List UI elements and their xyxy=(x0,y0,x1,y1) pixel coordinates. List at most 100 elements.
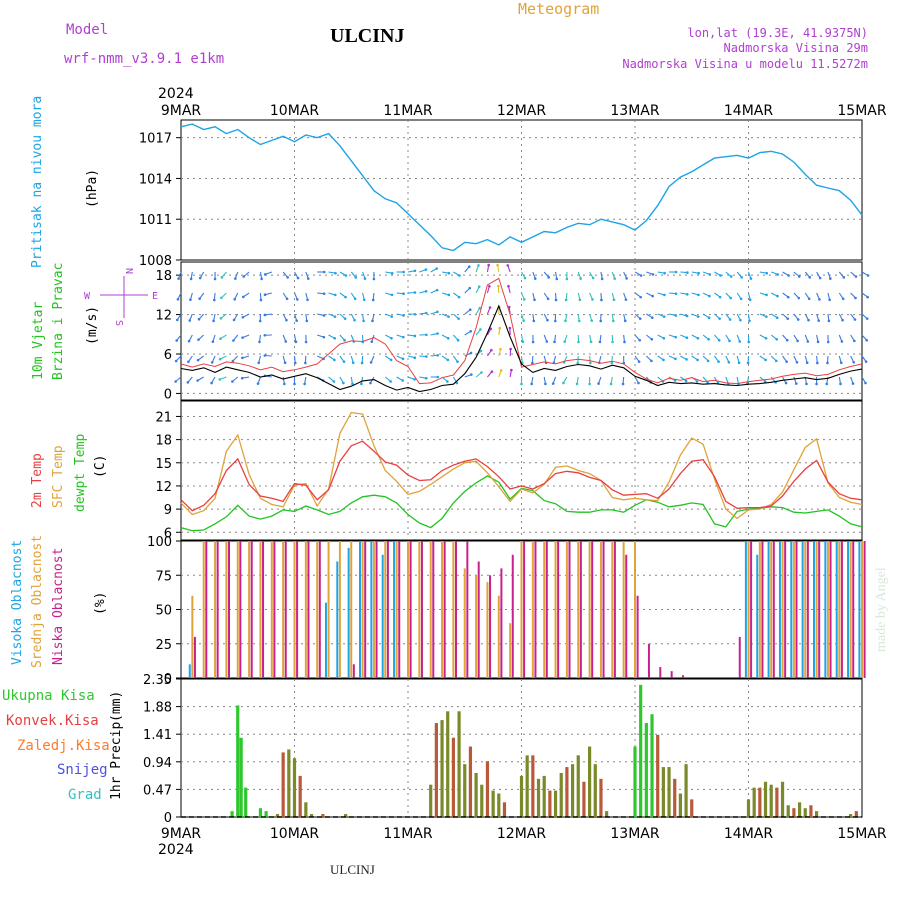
wind-arrow-head xyxy=(765,293,768,297)
wind-arrow-head xyxy=(748,298,752,302)
wind-arrow-head xyxy=(436,310,439,314)
wind-arrow-head xyxy=(389,380,392,383)
y-tick-label: 6 xyxy=(164,526,172,541)
wind-arrow-head xyxy=(360,361,364,365)
wind-arrow-head xyxy=(718,317,721,320)
wind-arrow-head xyxy=(784,381,788,385)
wind-arrow-head xyxy=(259,298,263,302)
wind-arrow-head xyxy=(577,319,581,323)
wind-arrow-head xyxy=(362,319,365,323)
wind-arrow-head xyxy=(333,336,337,340)
wind-ylabel-2: Brzina i Pravac xyxy=(51,263,66,380)
wind-arrow-head xyxy=(424,376,428,380)
wind-arrow-head xyxy=(621,382,625,386)
wind-arrow-head xyxy=(765,315,768,318)
wind-arrow-head xyxy=(578,298,582,302)
y-tick-label: 9 xyxy=(164,503,172,518)
wind-arrow-head xyxy=(564,298,568,302)
precip-bar xyxy=(775,787,779,817)
wind-arrow-head xyxy=(697,271,700,275)
precip-bar xyxy=(429,784,433,817)
precip-bar xyxy=(321,814,325,817)
legend-frozen-rain: Zaledj.Kisa xyxy=(17,738,110,754)
wind-arrow-head xyxy=(609,382,613,386)
precip-bar xyxy=(239,737,243,817)
top-time-axis: 9MAR 10MAR 11MAR 12MAR 13MAR 14MAR 15MAR xyxy=(161,103,887,119)
wind-arrow-head xyxy=(639,295,642,299)
compass-n: N xyxy=(123,268,134,274)
precip-bar xyxy=(531,755,535,817)
wind-arrow-head xyxy=(283,382,286,386)
wind-arrow-head xyxy=(507,284,510,288)
wind-arrow-head xyxy=(258,340,261,344)
wind-arrow-head xyxy=(797,296,801,300)
wind-arrow-head xyxy=(343,317,347,320)
wind-arrow-head xyxy=(510,368,513,372)
wind-arrow-head xyxy=(554,298,558,302)
wind-arrow-head xyxy=(506,264,510,267)
precip-bar xyxy=(502,802,507,817)
wind-arrow-head xyxy=(794,382,798,385)
wind-arrow-head xyxy=(612,298,616,302)
wind-arrow-head xyxy=(231,359,235,363)
wind-arrow-head xyxy=(509,347,512,351)
wind-arrow-head xyxy=(597,382,600,385)
wind-arrow-head xyxy=(579,277,582,280)
wind-arrow-head xyxy=(611,319,615,323)
precip-bar xyxy=(815,811,819,817)
time-label-top: 15MAR xyxy=(837,103,886,119)
wind-arrow-head xyxy=(305,319,309,323)
wind-arrow-head xyxy=(815,382,818,386)
wind-arrow-head xyxy=(588,382,591,386)
wind-arrow-head xyxy=(490,348,493,352)
precip-bar xyxy=(797,802,802,817)
wind-arrow-head xyxy=(576,361,580,365)
wind-arrow-head xyxy=(498,326,502,330)
time-label-bottom: 12MAR xyxy=(497,826,546,842)
wind-arrow-head xyxy=(343,338,346,342)
precip-bar xyxy=(849,814,853,817)
precip-bar xyxy=(446,711,450,817)
precip-bar xyxy=(576,755,580,817)
mid-cloud-ylabel: Srednja Oblacnost xyxy=(30,535,45,668)
wind-arrow-head xyxy=(210,361,214,364)
wind-arrow-head xyxy=(284,340,288,343)
wind-arrow-head xyxy=(196,358,200,362)
wind-arrow-head xyxy=(685,358,688,361)
temp2m-line xyxy=(180,440,863,512)
wind-arrow-head xyxy=(674,292,678,296)
precip-bar xyxy=(542,775,546,817)
sfc-temp-line xyxy=(180,411,863,520)
wind-arrow-head xyxy=(232,318,236,322)
wind-arrow-head xyxy=(296,276,300,280)
precip-bar xyxy=(497,793,501,817)
wind-arrow-head xyxy=(739,297,743,301)
wind-arrow-head xyxy=(624,298,628,301)
y-tick-label: 0 xyxy=(164,672,172,687)
wind-arrow-head xyxy=(623,340,626,344)
wind-arrow-head xyxy=(739,318,742,322)
wind-arrow-head xyxy=(402,314,405,317)
wind-ylabel-1: 10m Vjetar xyxy=(31,302,46,380)
wind-arrow-head xyxy=(685,336,689,340)
wind-arrow-head xyxy=(806,340,810,343)
compass-e: E xyxy=(152,291,158,302)
wind-arrow-head xyxy=(840,340,844,343)
wind-arrow-head xyxy=(808,276,812,279)
wind-arrow-head xyxy=(651,294,654,298)
precip-bar xyxy=(244,787,248,817)
precip-bar xyxy=(803,808,807,817)
wind-arrow-head xyxy=(233,297,236,301)
wind-arrow-head xyxy=(706,381,709,384)
wind-arrow-head xyxy=(241,295,245,299)
wind-arrow-head xyxy=(696,358,699,362)
wind-arrow-head xyxy=(477,285,481,289)
wind-arrow-head xyxy=(241,356,244,360)
wind-arrow-head xyxy=(447,315,450,318)
wind-arrow-head xyxy=(650,316,654,320)
wind-arrow-head xyxy=(531,361,534,365)
wind-arrow-head xyxy=(456,338,460,342)
wind-arrow-head xyxy=(455,381,459,385)
wind-arrow-head xyxy=(749,277,753,280)
wind-arrow-head xyxy=(447,271,451,275)
